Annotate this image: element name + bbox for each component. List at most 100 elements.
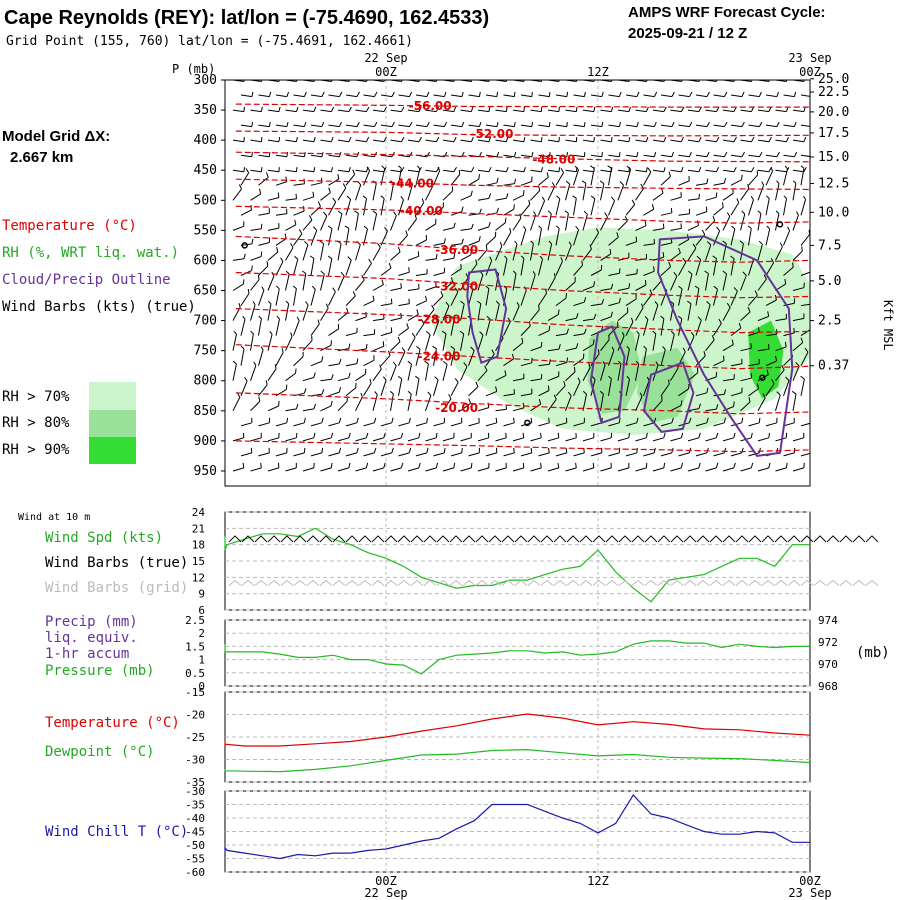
wind-barb-flag [250,447,253,453]
wind-speed-line [224,527,810,603]
wind-barb [293,233,303,246]
wind-barb-flag [540,137,543,142]
wind-barb-flag [400,195,404,201]
wind-barb-flag [565,293,567,299]
wind-barb [555,297,567,307]
wind-barb-flag [435,253,438,259]
wind-barb-flag [323,211,328,217]
wind-barb-true [592,535,606,543]
wind-barb-grid [280,579,294,586]
wind-barb [477,139,489,143]
wind-barb-flag [583,447,585,453]
wind-barb [660,318,665,336]
wind-barb-flag [260,251,263,257]
wind-barb-grid [592,579,606,586]
wind-barb [433,242,445,246]
wind-barb-flag [348,372,351,378]
isotherm-label: -44.00 [391,176,434,190]
wind-barb [267,334,273,351]
wind-barb [608,422,620,427]
wind-barb-flag [496,91,499,97]
wind-barb-flag [513,122,516,127]
wind-barb-flag [383,80,386,82]
wind-barb-flag [477,300,482,305]
wind-barb-flag [781,365,785,371]
wind-barb [250,109,262,113]
wind-barb [547,348,560,352]
wind-barb-flag [785,80,788,82]
wind-barb [372,437,384,442]
wind-barb [757,315,769,322]
wind-barb-flag [305,301,309,306]
wind-barb-flag [407,390,412,395]
wind-barb [442,257,454,261]
wind-barb [425,334,431,351]
wind-barb-flag [337,174,340,180]
wind-barb-flag [450,345,455,350]
wind-barb [433,348,437,366]
wind-barb [695,320,702,336]
wind-barb-flag [803,136,807,142]
wind-barb-flag [236,392,241,398]
station-title: Cape Reynolds (REY): lat/lon = (-75.4690… [4,7,489,29]
wind-barb [783,332,795,337]
wind-barb [468,178,480,186]
wind-barb [310,124,322,128]
wind-barb-flag [776,180,780,184]
wind-barb [643,380,650,396]
wind-barb [407,169,419,173]
wind-barb [380,198,385,216]
wind-barb [730,363,742,367]
wind-barb [442,169,454,173]
wind-barb-flag [792,262,794,268]
wind-barb-flag [295,368,297,374]
wind-barb [302,109,314,113]
wind-barb [485,452,497,457]
wind-barb [530,378,542,382]
wind-barb [643,243,655,246]
wind-barb [258,452,270,457]
wind-barb-flag [572,195,577,199]
wind-barb [425,139,437,143]
wind-barb [713,393,725,397]
wind-barb [765,383,775,397]
wind-barb [713,154,725,158]
wind-barb-flag [564,210,569,214]
cloud-marker [759,374,766,381]
wind-barb-flag [372,210,377,215]
wind-barb [757,348,770,352]
wind-barb-flag [523,106,525,112]
wind-barb [652,169,664,173]
wind-barb [512,217,522,231]
wind-barb-flag [382,376,387,381]
wind-barb [433,452,445,457]
wind-barb [250,304,256,321]
wind-barb-flag [330,340,332,346]
cloud-marker [776,221,784,228]
wind-barb [608,302,620,307]
wind-barb [722,406,734,412]
wind-barb-flag [761,181,765,186]
wind-barb [293,210,305,216]
wind-barb [652,192,664,201]
wind-barb [425,286,437,291]
wind-barb-flag [311,285,316,290]
wind-barb-flag [418,136,422,142]
wind-barb-flag [547,385,550,391]
wind-barb [608,154,620,158]
wind-barb-flag [763,274,767,280]
wind-barb [625,321,634,336]
wind-barb-flag [636,447,638,453]
wind-barb [713,182,725,186]
wind-barb [740,109,752,113]
wind-barb-flag [286,152,288,157]
wind-barb [425,437,437,442]
wind-barb-flag [468,398,471,404]
wind-barb [590,94,602,98]
wind-barb [345,387,357,397]
wind-barb [512,194,524,201]
wind-barb [600,364,606,381]
wind-barb-flag [655,361,659,366]
legend-wind: Wind Barbs (kts) (true) [2,299,196,315]
wind-barb [748,422,760,427]
